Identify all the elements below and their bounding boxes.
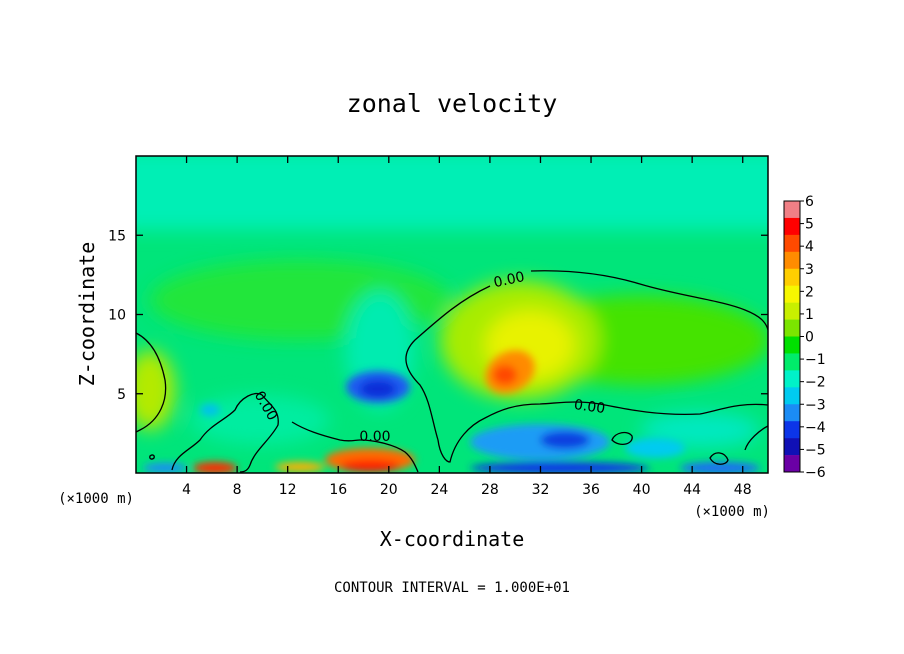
colorbar-swatch: [784, 234, 800, 253]
colorbar-tick-label: 1: [805, 307, 814, 323]
cyan-patch-left: [190, 395, 330, 445]
x-axis: 4 8 12 16 20 24 28 32 36 40 44 48: [182, 156, 752, 498]
colorbar-swatch: [784, 404, 800, 422]
x-tick-label: 48: [734, 482, 752, 498]
surface-blue-far: [680, 462, 760, 473]
x-tick-label: 32: [532, 482, 550, 498]
colorbar: 6 5 4 3 2 1 0 −1 −2 −3 −4 −5 −6: [783, 194, 826, 481]
y-axis-label: Z-coordinate: [75, 242, 99, 387]
colorbar-swatch: [784, 370, 800, 388]
contour-right-loop: [611, 431, 633, 446]
zero-contours: [136, 270, 768, 473]
contour-mid-low: [291, 421, 419, 473]
surface-blue-left: [143, 463, 187, 473]
contour-left: [136, 332, 167, 433]
x-tick-label: 8: [233, 482, 242, 498]
colorbar-tick-label: −5: [805, 442, 826, 458]
blue-vortex-core: [360, 380, 396, 398]
colorbar-swatch: [784, 455, 800, 473]
colorbar-tick-label: 6: [805, 194, 814, 210]
contour-label: 0.00: [359, 429, 390, 445]
surface-red-center-core: [340, 460, 400, 472]
blue-low-core: [540, 431, 590, 449]
upper-cyan-layer: [136, 156, 768, 230]
colorbar-tick-label: 4: [805, 239, 814, 255]
contour-label: 0.00: [573, 397, 606, 417]
x-tick-label: 40: [633, 482, 651, 498]
surface-orange-left: [275, 462, 325, 472]
contour-main: [405, 285, 768, 463]
heatmap-field: [136, 156, 768, 473]
x-tick-label: 36: [582, 482, 600, 498]
left-yellow-bump: [136, 350, 175, 430]
x-tick-label: 12: [279, 482, 297, 498]
colorbar-swatch: [784, 217, 800, 236]
colorbar-swatch: [784, 438, 800, 456]
colorbar-swatch: [784, 387, 800, 405]
colorbar-swatch: [784, 268, 800, 286]
x-axis-label: X-coordinate: [380, 527, 525, 551]
colorbar-tick-label: −2: [805, 375, 826, 391]
contour-right-edge: [744, 425, 768, 451]
colorbar-tick-label: −1: [805, 352, 826, 368]
colorbar-swatch: [784, 285, 800, 303]
colorbar-swatch: [784, 251, 800, 270]
chart-title: zonal velocity: [347, 89, 558, 118]
contour-dot: [149, 454, 155, 460]
contour-interval-note: CONTOUR INTERVAL = 1.000E+01: [334, 580, 570, 596]
surface-red-left: [193, 462, 237, 473]
y-tick-label: 10: [108, 308, 126, 324]
x-tick-label: 20: [380, 482, 398, 498]
surface-blue-right: [470, 462, 650, 473]
red-core: [493, 365, 517, 385]
colorbar-tick-label: 2: [805, 284, 814, 300]
colorbar-tick-label: −6: [805, 465, 826, 481]
x-tick-label: 4: [182, 482, 191, 498]
y-axis: 5 10 15: [108, 228, 768, 403]
colorbar-swatch: [784, 201, 800, 219]
colorbar-tick-label: 5: [805, 217, 814, 233]
x-unit-left: (×1000 m): [58, 491, 134, 507]
cyan-spot: [200, 404, 220, 416]
x-unit-right: (×1000 m): [694, 504, 770, 520]
colorbar-swatch: [784, 319, 800, 337]
contour-label: 0.00: [492, 269, 526, 291]
x-tick-label: 28: [481, 482, 499, 498]
contour-right-bottom: [709, 452, 729, 465]
cyan-low-right: [625, 438, 685, 458]
x-tick-label: 24: [430, 482, 448, 498]
colorbar-tick-label: −3: [805, 397, 826, 413]
colorbar-swatch: [784, 353, 800, 371]
colorbar-tick-label: −4: [805, 420, 826, 436]
contour-low-left: [171, 392, 279, 473]
y-tick-label: 5: [117, 387, 126, 403]
x-tick-label: 16: [329, 482, 347, 498]
x-tick-label: 44: [683, 482, 701, 498]
colorbar-swatch: [784, 302, 800, 320]
colorbar-swatch: [784, 421, 800, 439]
colorbar-tick-label: 0: [805, 330, 814, 346]
colorbar-swatch: [784, 336, 800, 354]
colorbar-tick-label: 3: [805, 262, 814, 278]
right-cyan-low: [640, 412, 760, 448]
contour-main-top: [530, 270, 768, 331]
y-tick-label: 15: [108, 228, 126, 244]
